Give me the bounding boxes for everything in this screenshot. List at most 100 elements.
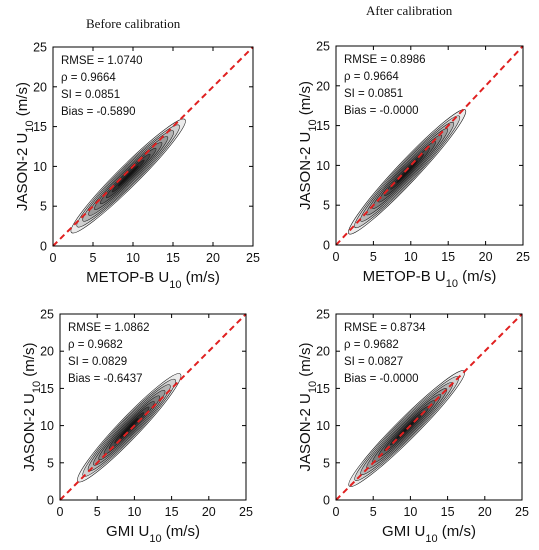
y-tick-label: 5: [47, 456, 54, 470]
axes-frame: [52, 46, 254, 247]
x-axis-label-subscript: 10: [169, 279, 181, 291]
x-tick-label: 0: [333, 250, 340, 264]
x-axis-label: METOP-B U10 (m/s): [363, 268, 497, 290]
x-tick-label: 10: [127, 505, 141, 519]
y-tick-label: 25: [316, 40, 330, 54]
y-tick-label: 10: [33, 160, 47, 174]
x-tick-label: 25: [246, 251, 260, 265]
x-tick-label: 10: [403, 505, 417, 519]
stat-line-2: ρ = 0.9682: [68, 339, 123, 351]
stat-line-4: Bias = -0.6437: [68, 373, 142, 385]
x-axis-label-subscript: 10: [149, 533, 161, 545]
y-tick-label: 15: [40, 382, 54, 396]
stat-line-3: SI = 0.0851: [344, 88, 403, 100]
y-axis-label-subscript: 10: [307, 119, 319, 131]
contour-level-9: [117, 165, 139, 187]
header-after-calibration: After calibration: [366, 3, 453, 18]
x-tick-label: 5: [94, 505, 101, 519]
y-axis-label: JASON-2 U10 (m/s): [297, 81, 319, 210]
y-axis-label: JASON-2 U10 (m/s): [21, 343, 43, 472]
one-to-one-line: [59, 313, 247, 501]
header-before-calibration: Before calibration: [86, 16, 181, 31]
x-axis-label-unit: (m/s): [458, 268, 496, 285]
y-tick-label: 10: [40, 419, 54, 433]
y-axis-label: JASON-2 U10 (m/s): [297, 343, 319, 472]
stat-line-4: Bias = -0.5890: [61, 106, 135, 118]
stat-line-3: SI = 0.0851: [61, 89, 120, 101]
stat-line-2: ρ = 0.9682: [344, 339, 399, 351]
x-tick-label: 5: [370, 250, 377, 264]
axes-frame: [59, 313, 247, 501]
x-tick-label: 20: [202, 505, 216, 519]
axes-frame: [335, 313, 523, 501]
x-axis-label-main: GMI U: [106, 523, 149, 540]
stat-line-4: Bias = -0.0000: [344, 373, 418, 385]
x-axis-label: GMI U10 (m/s): [106, 523, 200, 545]
x-tick-label: 25: [515, 505, 529, 519]
y-tick-label: 25: [316, 308, 330, 322]
x-axis-label-subscript: 10: [446, 278, 458, 290]
y-tick-label: 0: [47, 494, 54, 508]
y-tick-label: 5: [323, 199, 330, 213]
y-tick-label: 20: [33, 80, 47, 94]
y-tick-label: 20: [316, 79, 330, 93]
x-tick-label: 5: [370, 505, 377, 519]
y-tick-label: 5: [323, 456, 330, 470]
one-to-one-line: [335, 313, 523, 501]
y-tick-label: 10: [316, 419, 330, 433]
y-tick-label: 0: [40, 240, 47, 254]
y-axis-label-subscript: 10: [24, 120, 36, 132]
x-tick-label: 15: [166, 251, 180, 265]
x-tick-label: 15: [441, 505, 455, 519]
y-tick-label: 20: [316, 345, 330, 359]
y-tick-label: 25: [40, 308, 54, 322]
one-to-one-line: [335, 45, 524, 246]
stat-line-1: RMSE = 0.8986: [344, 54, 426, 66]
y-tick-label: 15: [316, 119, 330, 133]
x-axis-label-unit: (m/s): [182, 269, 220, 286]
stat-line-1: RMSE = 1.0862: [68, 322, 150, 334]
x-axis-label: GMI U10 (m/s): [382, 523, 476, 545]
x-axis-label-unit: (m/s): [162, 523, 200, 540]
y-tick-label: 25: [33, 41, 47, 55]
y-axis-label-subscript: 10: [307, 381, 319, 393]
y-axis-label-main: JASON-2 U: [297, 393, 314, 471]
y-axis-label-unit: (m/s): [21, 343, 38, 381]
x-axis-label-subscript: 10: [425, 533, 437, 545]
y-tick-label: 0: [323, 239, 330, 253]
x-tick-label: 20: [478, 505, 492, 519]
x-axis-label: METOP-B U10 (m/s): [86, 269, 220, 291]
x-axis-label-main: METOP-B U: [363, 268, 446, 285]
stat-line-2: ρ = 0.9664: [344, 71, 399, 83]
x-tick-label: 0: [333, 505, 340, 519]
y-tick-label: 15: [316, 382, 330, 396]
x-tick-label: 15: [165, 505, 179, 519]
x-tick-label: 0: [57, 505, 64, 519]
x-tick-label: 25: [516, 250, 530, 264]
x-axis-label-main: GMI U: [382, 523, 425, 540]
y-axis-label-main: JASON-2 U: [14, 133, 31, 211]
stat-line-3: SI = 0.0827: [344, 356, 403, 368]
one-to-one-line: [52, 46, 254, 247]
density-contours: [70, 118, 186, 234]
y-tick-label: 20: [40, 345, 54, 359]
y-axis-label: JASON-2 U10 (m/s): [14, 82, 36, 211]
y-axis-label-main: JASON-2 U: [297, 132, 314, 210]
density-contours: [77, 373, 182, 483]
stat-line-4: Bias = -0.0000: [344, 105, 418, 117]
stat-line-1: RMSE = 1.0740: [61, 55, 143, 67]
y-axis-label-unit: (m/s): [14, 82, 31, 120]
x-axis-label-main: METOP-B U: [86, 269, 169, 286]
y-axis-label-unit: (m/s): [297, 81, 314, 119]
x-tick-label: 15: [441, 250, 455, 264]
x-tick-label: 20: [206, 251, 220, 265]
x-tick-label: 5: [90, 251, 97, 265]
y-tick-label: 15: [33, 120, 47, 134]
y-tick-label: 5: [40, 200, 47, 214]
y-axis-label-subscript: 10: [31, 381, 43, 393]
density-contours: [348, 109, 467, 235]
